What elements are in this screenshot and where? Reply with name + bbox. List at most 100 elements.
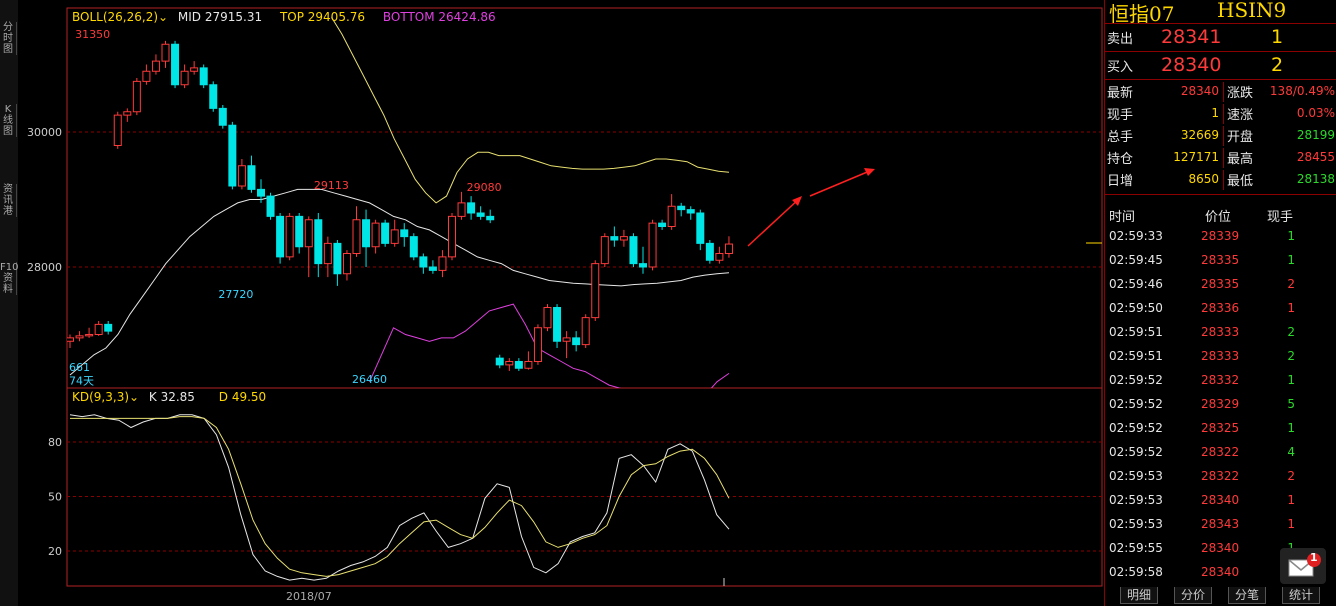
candle-body xyxy=(190,67,199,72)
boll-mid-value: MID 27915.31 xyxy=(177,10,263,24)
tab-price-dist[interactable]: 分价 xyxy=(1174,587,1213,604)
bid-price: 28340 xyxy=(1161,54,1222,76)
tick-row: 02:59:52 28332 1 xyxy=(1105,373,1336,391)
stat-row: 总手 32669 开盘 28199 xyxy=(1105,126,1336,146)
kline-chart: 30000 28000 80 50 20 31350 29113 27720 26460 2908… xyxy=(27,7,1103,587)
tick-price: 28339 xyxy=(1201,229,1240,243)
candles xyxy=(67,40,733,371)
tick-time: 02:59:53 xyxy=(1109,469,1163,483)
tick-time: 02:59:53 xyxy=(1109,493,1163,507)
stat-label: 开盘 xyxy=(1227,130,1254,145)
tick-time: 02:59:52 xyxy=(1109,445,1163,459)
tick-time: 02:59:58 xyxy=(1109,565,1163,579)
candle-body xyxy=(400,229,409,238)
candle-body xyxy=(161,43,170,62)
candle-body xyxy=(667,205,676,227)
kd-k-line xyxy=(69,414,730,581)
candle-body xyxy=(113,114,122,146)
mail-icon[interactable]: 1 xyxy=(1280,548,1326,584)
ask-label: 卖出 xyxy=(1107,32,1134,47)
stat-value: 28455 xyxy=(1296,150,1335,164)
price-annotation: 661 xyxy=(69,361,90,374)
side-tab-kline[interactable]: K线图 xyxy=(0,104,17,137)
tick-header-price: 价位 xyxy=(1205,210,1232,225)
candle-body xyxy=(352,219,361,254)
tick-row: 02:59:46 28335 2 xyxy=(1105,277,1336,295)
candle-body xyxy=(677,205,686,211)
candle-body xyxy=(629,236,638,265)
tick-volume: 1 xyxy=(1287,229,1295,243)
candle-body xyxy=(553,307,562,342)
chart-labels: 30000 28000 80 50 20 31350 29113 27720 26460 2908… xyxy=(27,28,1102,558)
tick-price: 28336 xyxy=(1201,301,1240,315)
bid-volume: 2 xyxy=(1271,54,1284,76)
tab-statistics[interactable]: 统计 xyxy=(1282,587,1321,604)
candle-body xyxy=(610,236,619,241)
boll-bottom-line xyxy=(369,303,730,388)
candle-body xyxy=(371,222,380,248)
tick-volume: 1 xyxy=(1287,517,1295,531)
candle-body xyxy=(648,222,657,268)
tick-time: 02:59:53 xyxy=(1109,517,1163,531)
tick-volume: 1 xyxy=(1287,373,1295,387)
candle-body xyxy=(514,361,523,369)
kd-tick-label: 50 xyxy=(48,491,62,504)
price-annotation: 74天 xyxy=(69,374,94,387)
kd-d-value: D 49.50 xyxy=(218,390,267,404)
candle-body xyxy=(581,317,590,346)
candle-body xyxy=(572,337,581,346)
tick-price: 28333 xyxy=(1201,349,1240,363)
price-annotation: 29113 xyxy=(314,179,349,192)
tick-row: 02:59:52 28322 4 xyxy=(1105,445,1336,463)
mail-badge: 1 xyxy=(1310,551,1318,564)
tick-row: 02:59:51 28333 2 xyxy=(1105,349,1336,367)
trend-arrow-1 xyxy=(747,197,801,247)
ask-row: 卖出 28341 1 xyxy=(1105,26,1336,48)
tab-detail[interactable]: 明细 xyxy=(1120,587,1159,604)
stat-label: 总手 xyxy=(1107,130,1134,145)
side-tab-f10[interactable]: F10资料 xyxy=(0,262,19,295)
candle-body xyxy=(285,215,294,258)
candle-body xyxy=(342,253,351,275)
candle-body xyxy=(438,256,447,271)
candle-body xyxy=(85,334,94,337)
candle-body xyxy=(533,327,542,362)
tab-tick[interactable]: 分笔 xyxy=(1228,587,1267,604)
candle-body xyxy=(323,242,332,265)
candle-body xyxy=(304,219,313,248)
candle-body xyxy=(171,43,180,86)
ask-volume: 1 xyxy=(1271,26,1284,48)
instrument-code: HSIN9 xyxy=(1217,0,1287,22)
stat-value: 28340 xyxy=(1180,84,1219,98)
tick-price: 28335 xyxy=(1201,277,1240,291)
kd-legend: KD(9,3,3)⌄ K 32.85 D 49.50 xyxy=(72,390,267,404)
candle-body xyxy=(486,215,495,221)
kd-legend-label[interactable]: KD(9,3,3) xyxy=(72,390,130,404)
tick-header: 时间 价位 现手 xyxy=(1105,206,1336,225)
candle-body xyxy=(209,84,218,109)
candle-body xyxy=(705,242,714,261)
tick-price: 28325 xyxy=(1201,421,1240,435)
side-tab-news[interactable]: 资讯港 xyxy=(0,184,17,217)
tick-row: 02:59:52 28329 5 xyxy=(1105,397,1336,415)
price-annotation: 31350 xyxy=(75,28,110,41)
stat-value: 28138 xyxy=(1296,172,1335,186)
candle-body xyxy=(600,236,609,265)
candle-body xyxy=(562,337,571,342)
tick-volume: 1 xyxy=(1287,421,1295,435)
bid-label: 买入 xyxy=(1107,60,1134,75)
stat-label: 持仓 xyxy=(1107,152,1134,167)
candle-body xyxy=(362,219,371,248)
tick-row: 02:59:33 28339 1 xyxy=(1105,229,1336,247)
stat-value: 8650 xyxy=(1188,172,1219,186)
tick-volume: 2 xyxy=(1287,469,1295,483)
candle-body xyxy=(476,212,485,217)
stat-row: 持仓 127171 最高 28455 xyxy=(1105,148,1336,168)
candle-body xyxy=(75,335,84,339)
side-tab-timeshare[interactable]: 分时图 xyxy=(0,22,17,55)
candle-body xyxy=(467,202,476,214)
tick-time: 02:59:52 xyxy=(1109,373,1163,387)
boll-legend-label[interactable]: BOLL(26,26,2) xyxy=(72,10,159,24)
price-annotation: 29080 xyxy=(467,181,502,194)
candle-body xyxy=(276,215,285,258)
